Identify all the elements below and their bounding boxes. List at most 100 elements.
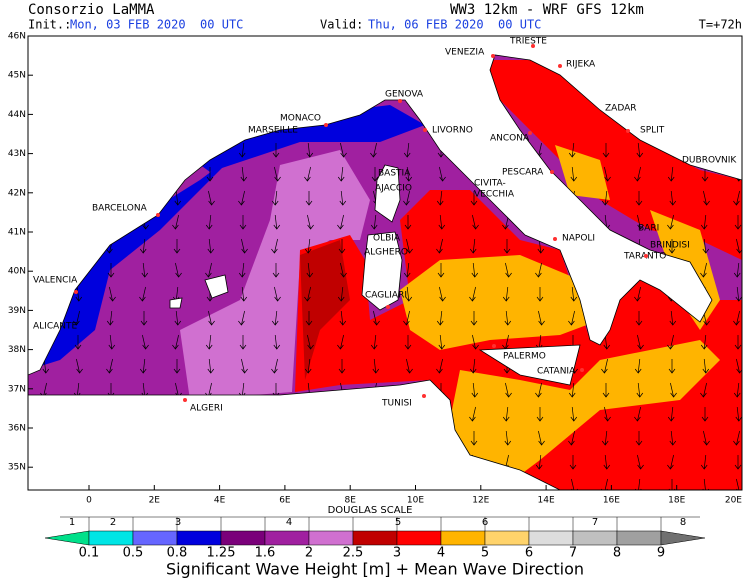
wave-arrow [208,310,215,326]
wave-arrow [472,214,479,230]
wave-arrow [306,142,314,158]
wave-arrow [502,286,510,302]
wave-arrow [734,455,742,470]
wave-arrow [700,382,707,398]
wave-arrow [239,215,247,230]
wave-arrow [604,166,611,182]
wave-arrow [733,262,741,278]
wave-arrow [305,191,313,206]
wave-arrow [175,262,182,278]
lon-label: 10E [407,496,424,506]
wave-arrow [273,334,281,350]
wave-arrow [172,214,179,230]
legend-value: 1.6 [255,546,276,561]
wave-arrow [733,310,740,326]
wave-arrow [140,311,148,326]
legend-value: 4 [437,546,445,561]
city-dot [531,44,535,48]
wave-arrow [439,166,446,182]
wave-arrow [601,190,609,206]
wave-arrow [470,311,478,326]
city-label: PESCARA [502,168,544,178]
corsica [374,164,401,223]
wave-arrow [274,286,281,302]
wave-arrow [436,310,444,326]
wave-arrow [338,239,346,254]
wave-arrow [403,142,411,158]
sea-zone [300,240,350,380]
city-label: SPLIT [640,126,665,136]
legend-swatch [572,530,618,546]
wave-arrow [669,190,677,206]
wave-arrow [75,286,83,302]
city-label: VENEZIA [445,48,485,58]
wave-arrow [238,190,245,206]
wave-arrow [304,358,312,374]
axes: 46N 45N 44N 43N 42N 41N 40N 39N 38N 37N 36N 35N 0 2E 4… [8,32,743,506]
title: Consorzio LaMMA [28,2,155,18]
legend-swatch [616,530,662,546]
city-label: DUBROVNIK [682,156,737,166]
wave-arrow [271,310,279,326]
wave-arrow [372,358,380,374]
wave-arrow [208,190,215,206]
wave-arrow [139,358,147,374]
valid-value: Thu, 06 FEB 2020 00 UTC [368,18,541,32]
wave-arrow [701,407,709,422]
wave-arrow [703,190,710,206]
wave-arrow [174,310,182,326]
wave-arrow [238,310,245,326]
city-label: BARCELONA [92,204,148,214]
wave-arrow [669,430,677,446]
wave-arrow [439,286,446,302]
wave-arrow [139,286,146,302]
douglas-label: 1 [69,517,75,528]
wave-arrow [141,262,149,278]
city-label: BRINDISI [650,241,690,251]
legend-swatch [308,530,354,546]
wave-arrow [205,214,213,230]
wave-arrow [634,166,641,182]
lon-label: 20E [725,496,742,506]
lat-label: 44N [8,110,26,120]
wave-arrow [636,142,644,158]
wave-arrow [307,334,314,350]
wave-arrow [571,478,578,490]
city-dot [580,368,584,372]
city-dot [156,213,160,217]
wave-arrow [469,238,477,254]
legend-value: 0.1 [79,546,100,561]
wave-arrow [669,310,677,326]
wave-arrow [238,142,246,158]
lon-label: 4E [214,496,226,506]
douglas-label: 8 [680,517,686,528]
lat-label: 36N [8,424,26,434]
wave-arrow [206,167,214,182]
wave-arrow [635,191,643,206]
scale-title: DOUGLAS SCALE [328,505,413,516]
wave-arrow [536,287,544,302]
valid-label: Valid: [320,18,363,32]
wave-arrow [205,334,213,350]
wave-arrow [207,358,215,374]
city-dot [324,123,328,127]
wave-arrow [403,262,411,278]
wave-arrow [404,335,412,350]
wave-arrow [403,190,410,206]
legend-value: 9 [657,546,665,561]
city-label: CATANIA [537,367,576,377]
lon-label: 0 [86,496,92,506]
wave-arrow [337,166,345,182]
city-dot [422,394,426,398]
lat-label: 46N [8,32,26,42]
wave-arrow [601,478,608,490]
wave-arrow [172,334,179,350]
wave-arrow [271,358,278,374]
init-value: Mon, 03 FEB 2020 00 UTC [70,18,243,32]
wave-arrow [702,238,710,254]
lat-label: 35N [8,463,26,473]
wave-arrow [307,214,314,230]
wave-arrow [142,334,149,350]
wave-arrow [370,334,378,350]
wave-arrow [438,334,446,350]
